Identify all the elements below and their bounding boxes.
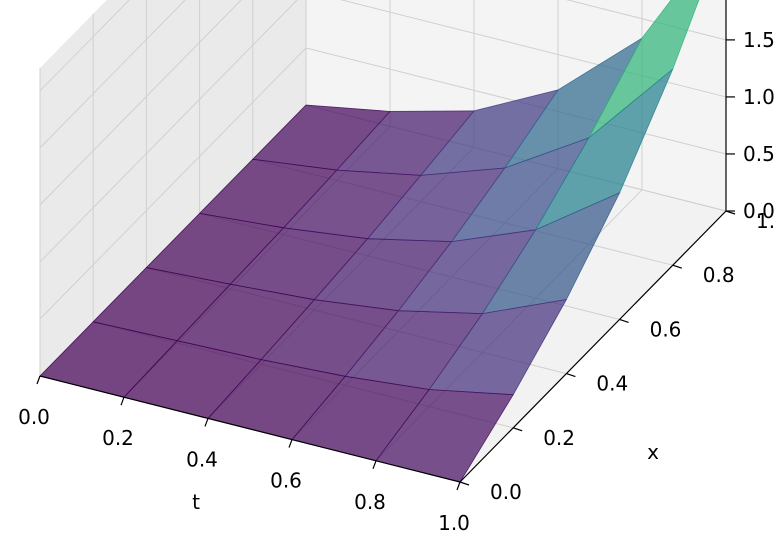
x-tick [619, 318, 629, 323]
z-tick-label: 0.5 [743, 142, 775, 166]
x-tick-label: 0.8 [703, 263, 735, 287]
t-tick-label: 0.8 [354, 490, 386, 514]
left-pane [40, 0, 306, 376]
x-tick [513, 427, 523, 432]
grid-line-z [39, 0, 298, 263]
t-tick-label: 1.0 [438, 511, 470, 535]
t-tick [288, 439, 293, 448]
t-tick [204, 418, 209, 427]
t-tick [120, 396, 125, 406]
t-tick-label: 0.2 [102, 426, 134, 450]
t-tick [36, 375, 41, 385]
grid-line-z [39, 0, 186, 149]
axis-lines [39, 0, 727, 483]
t-tick-label: 0.0 [18, 405, 50, 429]
x-tick-label: 0.6 [650, 317, 682, 341]
grid-line-z [39, 0, 130, 92]
t-tick [456, 481, 461, 491]
z-tick-label: 0.0 [743, 199, 775, 223]
x-tick [672, 264, 682, 269]
t-tick-label: 0.4 [186, 447, 218, 471]
grid-line-z [39, 47, 307, 320]
t-tick [372, 460, 377, 470]
x-axis-line [459, 210, 727, 483]
z-tick-label: 1.0 [743, 85, 775, 109]
tick-marks [36, 39, 736, 491]
x-tick [566, 373, 576, 378]
t-axis-label: t [192, 490, 200, 514]
x-tick-label: 0.4 [596, 372, 628, 396]
x-tick-label: 0.0 [490, 480, 522, 504]
x-axis-label: x [647, 440, 659, 464]
t-axis-line [39, 375, 461, 483]
x-tick-label: 0.2 [543, 426, 575, 450]
surface-mesh [39, 0, 700, 483]
grid-line-z [39, 0, 242, 206]
tick-labels: 0.00.20.40.60.81.00.00.20.40.60.81.00.00… [18, 28, 776, 535]
x-tick-label: 1.0 [756, 209, 776, 233]
z-tick-label: 1.5 [743, 28, 775, 52]
t-tick-label: 0.6 [270, 469, 302, 493]
x-tick [459, 481, 470, 486]
